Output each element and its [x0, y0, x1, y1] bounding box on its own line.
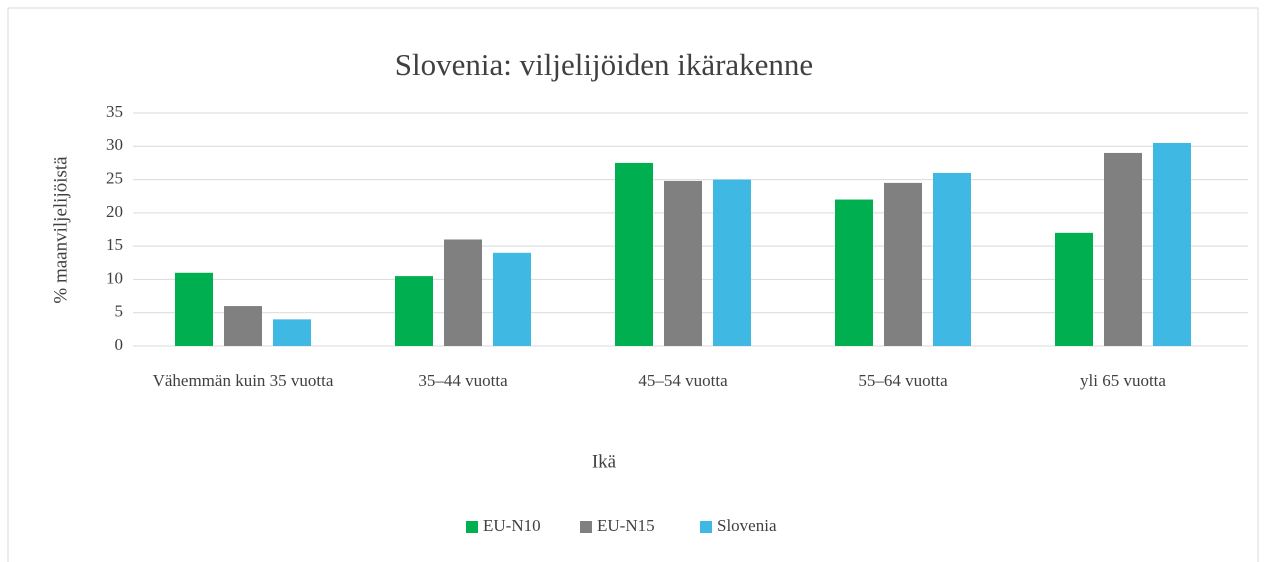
y-axis-title: % maanviljelijöistä: [50, 156, 71, 304]
bar: [224, 306, 262, 346]
x-tick-label: 55–64 vuotta: [858, 371, 948, 390]
legend-swatch: [700, 521, 712, 533]
bar: [444, 239, 482, 346]
bar: [933, 172, 971, 346]
y-tick-label: 15: [106, 235, 123, 254]
bar: [884, 182, 922, 346]
x-tick-label: 35–44 vuotta: [418, 371, 508, 390]
y-tick-label: 25: [106, 168, 123, 187]
legend-swatch: [466, 521, 478, 533]
bar: [395, 276, 433, 346]
legend-label: EU-N10: [483, 516, 541, 535]
x-tick-label: 45–54 vuotta: [638, 371, 728, 390]
bar: [664, 180, 702, 346]
bar: [615, 162, 653, 346]
y-tick-label: 30: [106, 135, 123, 154]
y-tick-label: 10: [106, 268, 123, 287]
bar: [493, 252, 531, 346]
y-tick-label: 20: [106, 202, 123, 221]
bar: [835, 199, 873, 346]
bar: [1055, 232, 1093, 346]
y-tick-label: 35: [106, 102, 123, 121]
bar: [713, 179, 751, 346]
bar: [1104, 152, 1142, 346]
legend-label: EU-N15: [597, 516, 655, 535]
y-tick-label: 5: [115, 302, 124, 321]
x-tick-label: Vähemmän kuin 35 vuotta: [152, 371, 334, 390]
y-tick-label: 0: [115, 335, 124, 354]
bar: [273, 319, 311, 346]
x-axis-title: Ikä: [592, 451, 617, 472]
bar: [175, 272, 213, 346]
legend-swatch: [580, 521, 592, 533]
chart-title: Slovenia: viljelijöiden ikärakenne: [395, 47, 813, 82]
x-tick-label: yli 65 vuotta: [1080, 371, 1166, 390]
legend-label: Slovenia: [717, 516, 777, 535]
chart-border: [7, 7, 1259, 562]
bar: [1153, 142, 1191, 346]
